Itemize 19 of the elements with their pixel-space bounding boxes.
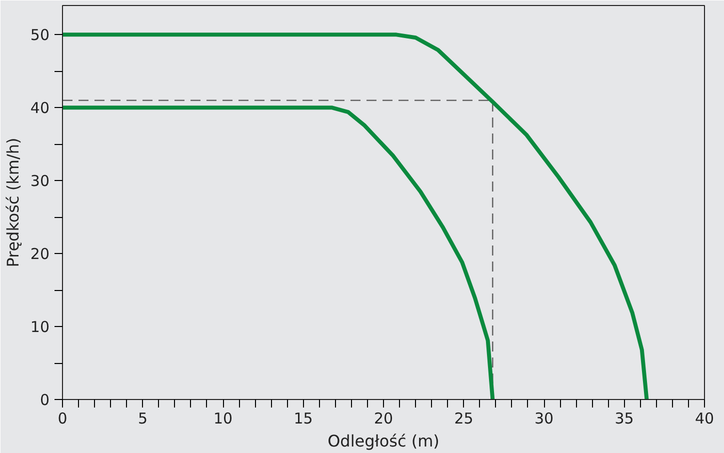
x-tick-label: 10 (213, 410, 233, 428)
y-tick-label: 50 (30, 26, 50, 44)
y-axis-title: Prędkość (km/h) (3, 138, 22, 268)
y-tick-label: 10 (30, 318, 50, 336)
x-tick-label: 35 (614, 410, 634, 428)
x-tick-label: 20 (374, 410, 394, 428)
x-axis-title: Odległość (m) (328, 432, 440, 450)
x-tick-label: 0 (58, 410, 68, 428)
y-tick-label: 40 (30, 99, 50, 118)
x-tick-label: 15 (294, 410, 313, 428)
y-tick-label: 30 (30, 172, 50, 190)
line-series (62, 106, 495, 400)
x-tick-label: 30 (534, 410, 554, 428)
x-tick-label: 5 (138, 410, 148, 428)
line-series (62, 32, 649, 400)
x-tick-label: 40 (694, 410, 714, 428)
x-tick-label: 25 (454, 410, 474, 428)
y-tick-label: 0 (40, 391, 50, 409)
y-tick-label: 20 (30, 245, 50, 264)
